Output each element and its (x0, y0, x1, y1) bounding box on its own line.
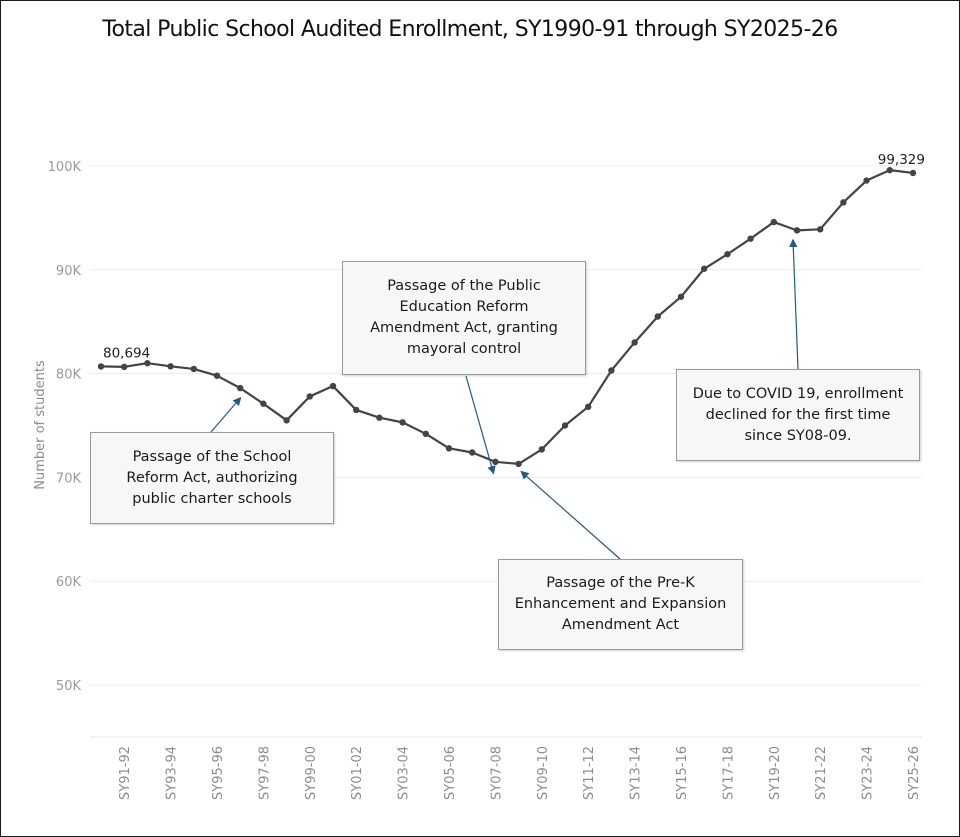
data-point (677, 293, 685, 300)
x-tick-label: SY23-24 (861, 746, 876, 800)
x-tick-label: SY95-96 (211, 746, 226, 800)
data-point (260, 400, 267, 407)
annotation-prek-enhancement: Passage of the Pre-K Enhancement and Exp… (498, 559, 743, 650)
x-tick-label: SY05-06 (443, 746, 458, 800)
x-tick-label: SY19-20 (768, 746, 783, 800)
data-point (492, 458, 499, 466)
data-point (144, 360, 151, 367)
data-point (631, 339, 638, 346)
data-point (237, 384, 244, 392)
x-tick-label: SY03-04 (397, 746, 412, 800)
arrow-covid (789, 238, 799, 370)
data-point (97, 363, 105, 370)
data-point (515, 460, 522, 468)
data-point (399, 419, 406, 426)
data-point (561, 422, 569, 429)
series-line (100, 169, 914, 466)
data-point (422, 430, 429, 438)
y-axis-label: Number of students (33, 360, 48, 490)
data-point (353, 406, 360, 414)
x-tick-label: SY11-12 (582, 746, 597, 800)
data-label: 99,329 (878, 152, 925, 168)
y-tick-label: 60K (56, 575, 82, 590)
annotation-public-education-reform: Passage of the Public Education Reform A… (342, 261, 586, 375)
y-tick-label: 90K (56, 264, 82, 279)
x-tick-label: SY13-14 (629, 746, 644, 800)
data-point (747, 235, 754, 242)
data-point (213, 372, 221, 379)
x-tick-label: SY09-10 (536, 746, 551, 800)
data-point (121, 363, 128, 371)
data-point (840, 199, 847, 206)
annotation-school-reform-act: Passage of the School Reform Act, author… (90, 432, 334, 524)
arrow-school-reform-act (210, 396, 242, 433)
x-tick-label: SY99-00 (304, 746, 319, 800)
y-tick-label: 80K (56, 368, 82, 383)
data-point (190, 365, 197, 373)
data-point (445, 445, 453, 452)
data-point (793, 227, 801, 234)
annotation-covid: Due to COVID 19, enrollment declined for… (676, 369, 920, 461)
arrow-public-education-reform (465, 375, 496, 475)
arrow-prek-enhancement (520, 470, 621, 560)
data-point (283, 417, 290, 424)
data-label: 80,694 (103, 345, 150, 361)
data-point (469, 449, 476, 456)
data-point (654, 313, 661, 320)
x-tick-label: SY21-22 (814, 746, 829, 800)
data-point (538, 446, 545, 453)
chart-title: Total Public School Audited Enrollment, … (102, 17, 838, 42)
data-point (585, 403, 592, 411)
x-tick-label: SY91-92 (118, 746, 133, 800)
data-point (724, 251, 731, 258)
x-tick-label: SY01-02 (350, 746, 365, 800)
data-point (770, 218, 777, 226)
y-tick-label: 100K (48, 160, 82, 175)
x-tick-label: SY17-18 (721, 746, 736, 800)
data-point (329, 382, 337, 390)
data-point (909, 169, 917, 177)
data-point (306, 393, 313, 400)
data-point (863, 177, 870, 184)
x-tick-label: SY25-26 (907, 746, 922, 800)
x-tick-label: SY15-16 (675, 746, 690, 800)
data-point (886, 166, 893, 174)
data-point (608, 367, 615, 374)
data-point (376, 414, 383, 421)
data-point (167, 363, 174, 370)
y-tick-label: 50K (56, 679, 82, 694)
data-point (701, 265, 708, 272)
x-tick-label: SY93-94 (165, 746, 180, 800)
x-tick-label: SY97-98 (257, 746, 272, 800)
data-point (817, 226, 824, 233)
x-tick-label: SY07-08 (489, 746, 504, 800)
y-tick-label: 70K (56, 471, 82, 486)
